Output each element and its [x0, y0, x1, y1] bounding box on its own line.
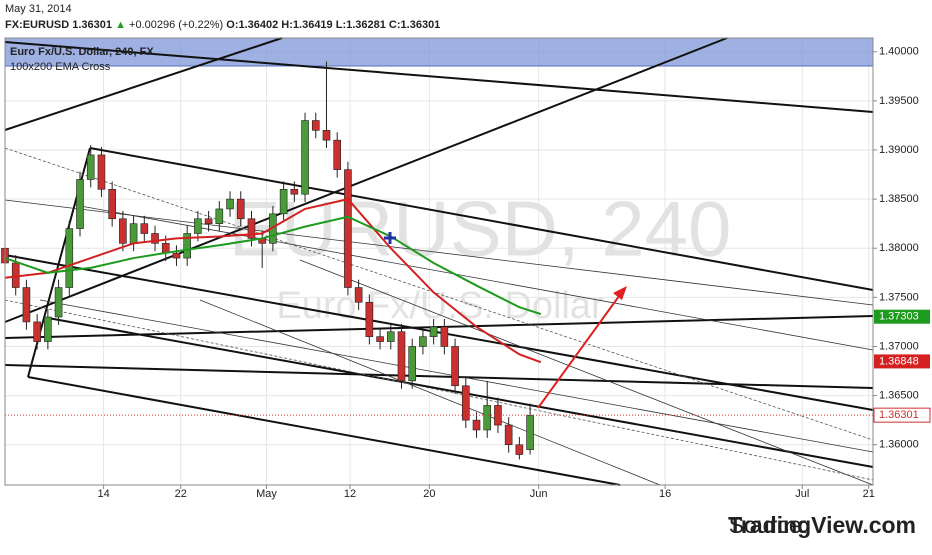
y-tick-label: 1.37500 — [879, 291, 919, 303]
watermark-desc: Euro Fx/U.S. Dollar — [276, 285, 604, 327]
up-arrow: ▲ — [115, 19, 126, 31]
candle-body — [526, 414, 534, 450]
candle-body — [429, 326, 438, 337]
candle-body — [376, 336, 384, 342]
candle-body — [408, 346, 417, 382]
date: May 31, 2014 — [5, 3, 72, 15]
x-tick-label: 12 — [344, 488, 356, 500]
candle-body — [419, 336, 427, 347]
candle-body — [151, 233, 159, 244]
candle-body — [140, 223, 149, 234]
candle-body — [97, 154, 106, 190]
ema-line — [4, 215, 542, 316]
candle-body — [354, 287, 363, 303]
legend-study: 100x200 EMA Cross — [10, 61, 111, 73]
candle-body — [54, 287, 63, 318]
candle-body — [483, 405, 492, 431]
x-tick-label: 14 — [97, 488, 109, 500]
y-tick-label: 1.39500 — [879, 95, 919, 107]
change: +0.00296 (+0.22%) — [129, 19, 223, 31]
candle-body — [65, 228, 74, 288]
plot-frame — [4, 37, 874, 486]
candle-body — [247, 218, 256, 239]
candle-body — [215, 208, 224, 224]
y-tick-label: 1.36000 — [879, 439, 919, 451]
x-tick-label: 20 — [423, 488, 435, 500]
candle-body — [119, 218, 127, 244]
candle-body — [236, 198, 245, 220]
candle-body — [86, 154, 95, 180]
source-prefix: Source: — [729, 512, 808, 538]
candle-body — [290, 188, 299, 195]
x-tick-label: 22 — [175, 488, 187, 500]
x-tick-label: 21 — [863, 488, 875, 500]
candle-body — [172, 252, 181, 259]
candle-body — [515, 444, 524, 455]
candle-body — [333, 139, 341, 170]
candle-body — [226, 198, 234, 210]
price-label-box — [874, 309, 930, 324]
last-price-label: 1.36301 — [879, 409, 919, 421]
ema-line — [4, 198, 542, 364]
price-label: 1.37303 — [879, 311, 919, 323]
ohlc: O:1.36402 H:1.36419 L:1.36281 C:1.36301 — [226, 19, 440, 31]
candle-body — [397, 331, 406, 382]
candle-body — [440, 326, 449, 347]
candle-body — [322, 130, 331, 141]
y-tick-label: 1.37000 — [879, 340, 919, 352]
x-tick-label: May — [256, 488, 277, 500]
x-tick-label: Jun — [530, 488, 548, 500]
y-tick-label: 1.39000 — [879, 144, 919, 156]
candle-body — [472, 419, 481, 431]
source-site: TradingView.com — [728, 512, 916, 538]
candle-body — [183, 233, 191, 259]
candle-body — [44, 316, 52, 342]
y-tick-label: 1.40000 — [879, 46, 919, 58]
last: 1.36301 — [72, 19, 112, 31]
x-tick-label: 16 — [659, 488, 671, 500]
x-tick-label: Jul — [795, 488, 809, 500]
candle-body — [33, 321, 41, 342]
candle-body — [311, 120, 320, 131]
price-label: 1.36848 — [879, 355, 919, 367]
cross-marker — [384, 232, 396, 244]
candle-body — [386, 331, 395, 342]
candle-body — [451, 346, 459, 387]
candle-body — [204, 218, 213, 224]
y-tick-label: 1.38000 — [879, 242, 919, 254]
candle-body — [108, 188, 116, 220]
candle-body — [504, 424, 513, 446]
candle-body — [344, 169, 352, 288]
plot — [1, 61, 873, 460]
forecast-arrow — [537, 286, 627, 409]
candle-body — [129, 223, 138, 244]
y-tick-label: 1.36500 — [879, 390, 919, 402]
candle-body — [365, 301, 374, 337]
header: FX:EURUSD 1.36301 ▲ +0.00296 (+0.22%) O:… — [5, 19, 440, 31]
y-tick-label: 1.38500 — [879, 193, 919, 205]
candle-body — [301, 120, 309, 195]
candle-body — [279, 188, 288, 215]
candle-body — [194, 218, 202, 234]
legend-title: Euro Fx/U.S. Dollar, 240, FX — [10, 46, 154, 58]
price-label-box — [874, 354, 930, 369]
trend-lines — [4, 37, 874, 486]
candle-body — [22, 287, 31, 323]
symbol: FX:EURUSD — [5, 19, 69, 31]
watermark-symbol: EURUSD, 240 — [229, 185, 732, 273]
candle-body — [76, 179, 84, 229]
last-price-box — [873, 407, 931, 423]
candle-body — [461, 385, 470, 421]
